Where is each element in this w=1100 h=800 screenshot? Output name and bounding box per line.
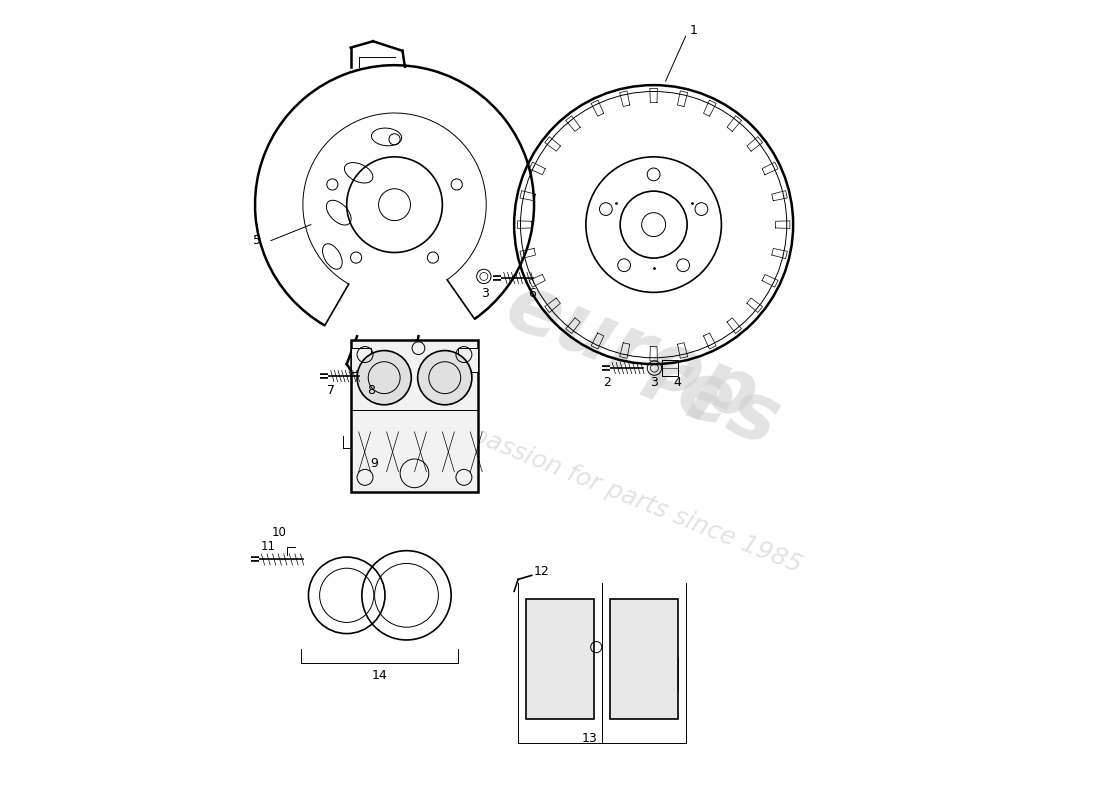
Text: 4: 4: [673, 376, 682, 389]
Text: europ: europ: [494, 266, 769, 438]
Text: 14: 14: [372, 670, 387, 682]
FancyBboxPatch shape: [609, 599, 678, 719]
Circle shape: [358, 350, 411, 405]
Text: 11: 11: [261, 540, 275, 553]
FancyBboxPatch shape: [459, 348, 478, 372]
Text: 7: 7: [327, 384, 334, 397]
Circle shape: [418, 350, 472, 405]
Text: 5: 5: [253, 234, 261, 247]
FancyBboxPatch shape: [351, 348, 371, 372]
Text: 12: 12: [535, 565, 550, 578]
Text: a passion for parts since 1985: a passion for parts since 1985: [447, 414, 805, 578]
FancyBboxPatch shape: [351, 340, 478, 492]
Text: 2: 2: [604, 376, 612, 389]
Text: 8: 8: [367, 384, 375, 397]
Text: 3: 3: [650, 376, 659, 389]
Text: 6: 6: [528, 287, 536, 301]
FancyBboxPatch shape: [526, 599, 594, 719]
Text: 3: 3: [481, 287, 488, 301]
Text: 1: 1: [690, 23, 697, 37]
Text: 10: 10: [272, 526, 286, 539]
Text: 9: 9: [371, 458, 378, 470]
Text: 13: 13: [582, 732, 597, 746]
Text: res: res: [629, 337, 791, 463]
